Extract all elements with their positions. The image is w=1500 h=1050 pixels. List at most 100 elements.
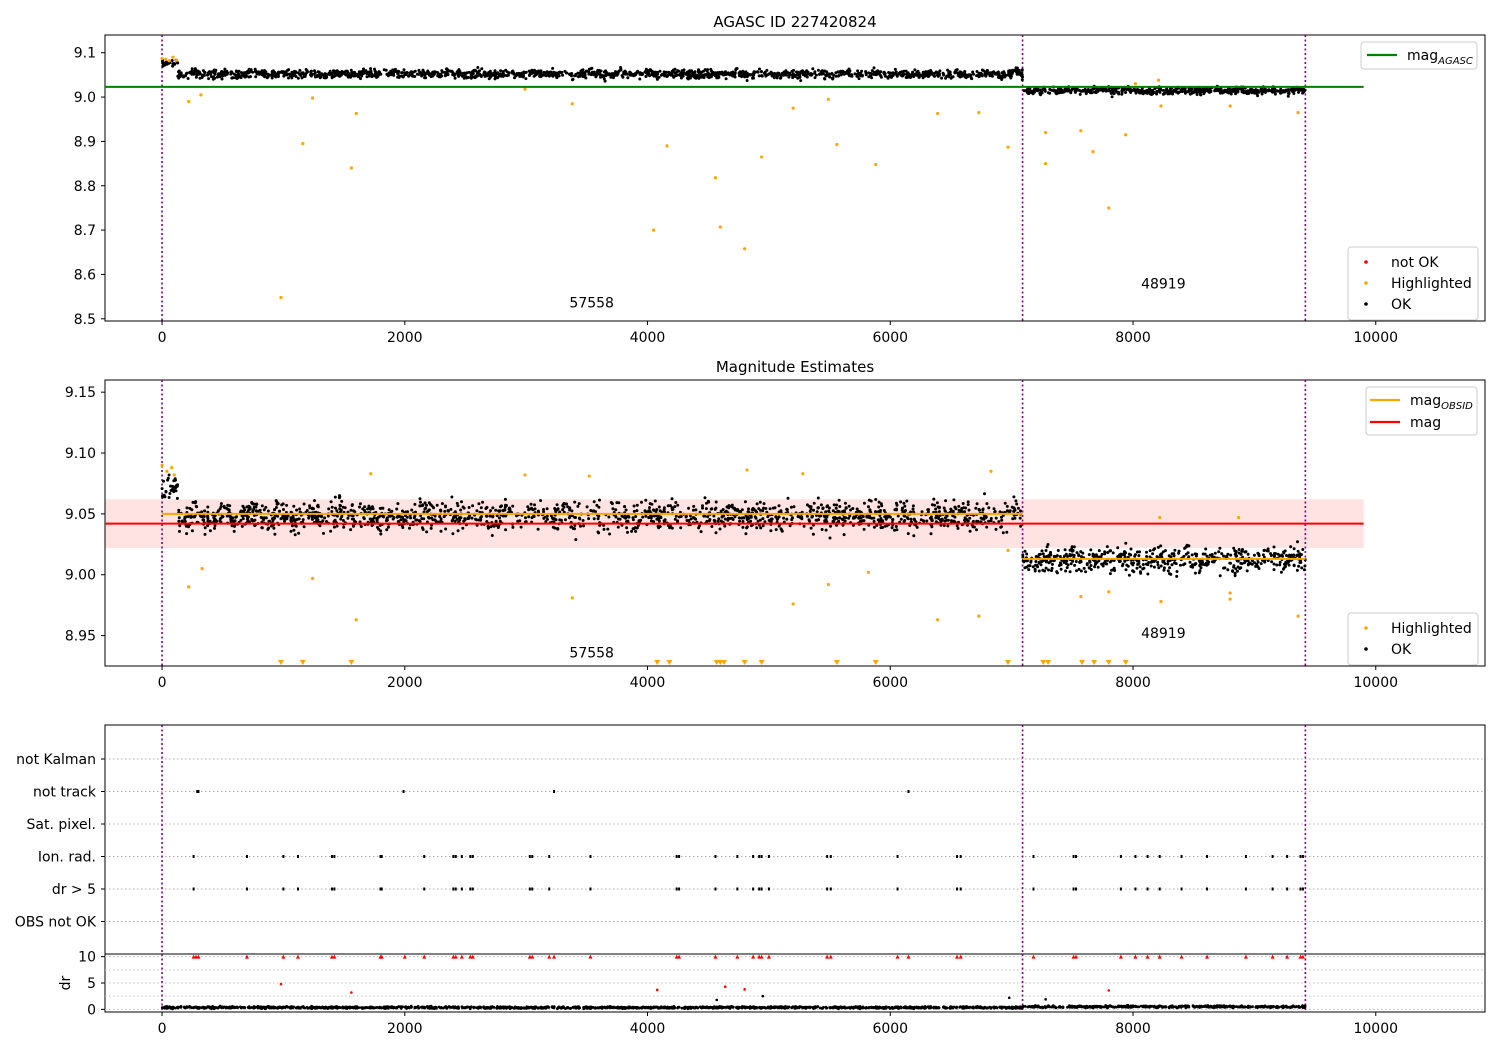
estimates-ok-point — [944, 499, 948, 503]
estimates-ok-point — [458, 518, 462, 522]
agasc-magnitude-panel: AGASC ID 227420824 0 2000 4000 6000 8000 1000… — [74, 13, 1486, 346]
estimates-ok-point — [634, 529, 638, 533]
agasc-ok-point — [1148, 90, 1152, 94]
estimates-ok-point — [338, 494, 341, 498]
estimates-ok-point — [895, 508, 899, 512]
estimates-ok-point — [193, 501, 197, 504]
estimates-ok-point — [1257, 567, 1261, 570]
estimates-ok-point — [427, 501, 431, 505]
agasc-ok-point — [665, 75, 669, 78]
estimates-ok-point — [290, 524, 294, 528]
agasc-ok-point — [274, 75, 278, 79]
flags-category-label: OBS not OK — [15, 915, 97, 931]
flags-point — [956, 887, 959, 891]
agasc-ok-point — [396, 75, 400, 79]
estimates-ok-point — [559, 518, 563, 522]
estimates-ok-point — [553, 526, 557, 530]
agasc-ok-point — [565, 71, 569, 75]
agasc-ok-point — [1275, 89, 1279, 93]
estimates-ok-point — [985, 525, 989, 529]
estimates-legend-line-label: mag — [1410, 415, 1441, 431]
agasc-ok-point — [679, 71, 683, 75]
estimates-ok-point — [937, 510, 941, 514]
estimates-ok-point — [746, 510, 750, 514]
estimates-ok-point — [1146, 572, 1150, 576]
agasc-ok-point — [410, 73, 414, 77]
estimates-highlighted-point — [523, 473, 527, 477]
estimates-ok-point — [456, 529, 460, 533]
estimates-ok-point — [527, 515, 531, 519]
agasc-highlighted-point — [1156, 78, 1161, 82]
estimates-ok-point — [1275, 563, 1279, 567]
agasc-ok-point — [424, 76, 428, 80]
estimates-ok-point — [841, 510, 845, 513]
estimates-ok-point — [289, 520, 293, 523]
estimates-ok-point — [202, 518, 206, 522]
estimates-ok-point — [968, 516, 972, 520]
estimates-highlighted-point — [160, 463, 164, 467]
agasc-ok-point — [198, 76, 202, 80]
agasc-ok-point — [426, 69, 430, 73]
estimates-y-tick-label: 8.95 — [65, 629, 96, 645]
estimates-ok-point — [1089, 564, 1093, 567]
estimates-ok-point — [1023, 549, 1027, 553]
estimates-ok-point — [160, 487, 164, 491]
estimates-ok-point — [401, 517, 405, 521]
estimates-ok-point — [1129, 553, 1133, 557]
agasc-ok-point — [274, 72, 278, 76]
estimates-ok-point — [879, 509, 882, 512]
agasc-ok-point — [392, 69, 396, 73]
estimates-ok-point — [1065, 566, 1069, 570]
agasc-ok-point — [473, 68, 477, 72]
estimates-ok-point — [440, 502, 444, 506]
estimates-ok-point — [597, 531, 601, 535]
estimates-ok-point — [494, 508, 498, 512]
estimates-ok-point — [1005, 530, 1009, 534]
estimates-x-tick-label: 10000 — [1353, 675, 1398, 691]
estimates-ok-point — [975, 502, 979, 506]
agasc-ok-point — [260, 70, 263, 74]
agasc-ok-point — [315, 74, 319, 78]
agasc-ok-point — [182, 75, 185, 79]
estimates-ok-point — [379, 532, 383, 536]
estimates-ok-point — [827, 509, 831, 513]
estimates-ok-point — [322, 531, 325, 535]
agasc-ok-point — [744, 70, 748, 74]
flags-point — [829, 855, 832, 858]
estimates-ok-point — [1234, 550, 1238, 553]
estimates-ok-point — [564, 518, 567, 522]
estimates-ok-point — [929, 532, 933, 536]
flags-point — [1032, 855, 1035, 858]
flags-point — [471, 855, 474, 858]
agasc-ok-point — [825, 71, 829, 75]
estimates-highlighted-point — [170, 466, 174, 470]
agasc-ok-point — [1287, 92, 1291, 95]
estimates-ok-point — [449, 507, 453, 511]
agasc-ok-point — [184, 72, 188, 76]
flags-point — [1244, 887, 1247, 891]
agasc-ok-point — [675, 71, 678, 74]
estimates-ok-point — [1303, 564, 1307, 568]
estimates-ok-point — [219, 502, 223, 506]
estimates-ok-point — [648, 506, 651, 510]
agasc-ok-point — [492, 71, 496, 75]
agasc-ok-point — [451, 71, 455, 75]
agasc-ok-point — [787, 75, 791, 79]
agasc-ok-point — [263, 72, 267, 76]
estimates-ok-point — [1208, 553, 1212, 557]
agasc-ok-point — [912, 75, 916, 79]
estimates-ok-point — [1139, 571, 1143, 575]
estimates-ok-point — [439, 508, 443, 512]
agasc-ok-point — [634, 73, 638, 76]
agasc-ok-point — [462, 75, 466, 79]
estimates-ok-point — [567, 506, 571, 510]
agasc-ok-point — [798, 71, 802, 75]
agasc-highlighted-point — [665, 144, 669, 148]
estimates-ok-point — [1226, 568, 1230, 572]
estimates-ok-point — [800, 515, 804, 519]
estimates-ok-point — [1213, 551, 1217, 555]
estimates-ok-point — [704, 507, 708, 511]
estimates-ok-point — [281, 516, 285, 520]
estimates-ok-point — [1181, 563, 1185, 567]
estimates-ok-point — [1259, 562, 1263, 566]
